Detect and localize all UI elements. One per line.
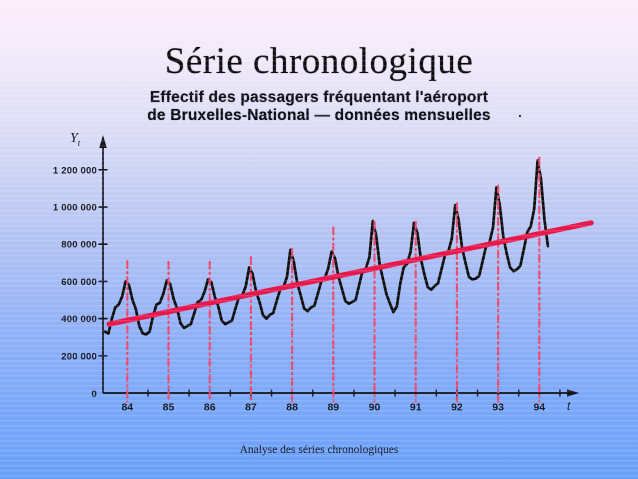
y-tick-label: 800 000 [61,240,97,251]
y-axis-label-main: Y [70,131,78,146]
passenger-series-curve [103,159,550,336]
slide-footer: Analyse des séries chronologiques [239,444,399,456]
chart-subtitle-line1: Effectif des passagers fréquentant l'aér… [149,89,489,106]
x-tick-label-93: 93 [492,402,504,414]
slide-title: Série chronologique [164,41,474,82]
trend-line [106,220,594,327]
y-axis-arrow-icon [99,135,107,148]
x-tick-label-91: 91 [410,402,422,414]
y-axis-label-sub: t [77,137,81,148]
y-tick-label: 1 000 000 [53,203,97,214]
y-tick-label: 400 000 [61,314,97,325]
chart-subtitle: Effectif des passagers fréquentant l'aér… [0,89,638,124]
stray-period: . [518,104,522,120]
x-tick-label-84: 84 [121,402,133,414]
y-tick-label: 200 000 [61,351,97,362]
x-tick-label-90: 90 [369,402,381,414]
x-axis-variable-label: t [567,401,571,413]
y-tick-label: 1 200 000 [53,165,97,176]
y-tick-label: 0 [92,389,97,400]
x-tick-label-92: 92 [451,402,463,414]
y-axis-label: Yt [70,131,80,148]
x-tick-label-94: 94 [533,402,545,414]
x-tick-label-87: 87 [245,402,257,414]
x-tick-label-89: 89 [327,402,339,414]
x-tick-label-85: 85 [163,402,175,414]
chart-subtitle-line2: de Bruxelles-National — données mensuell… [147,106,491,124]
y-tick-label: 600 000 [61,277,97,288]
x-tick-label-88: 88 [286,402,298,414]
x-tick-label-86: 86 [204,402,216,414]
x-axis-arrow-icon [567,389,579,397]
